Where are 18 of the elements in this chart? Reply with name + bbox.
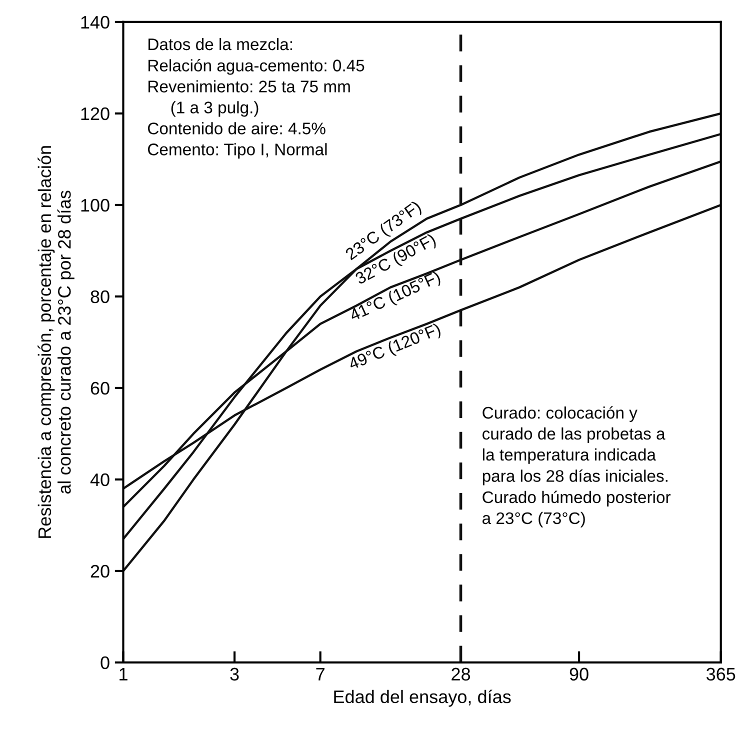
y-tick-label: 80 <box>90 290 110 304</box>
y-tick-label: 60 <box>90 382 110 395</box>
y-tick-label: 120 <box>81 107 110 120</box>
x-axis-title: Edad del ensayo, días <box>334 690 511 707</box>
y-tick-label: 20 <box>90 564 110 578</box>
y-axis-title: Resistencia a compresión, porcentaje en relación al concreto curado a 23°C por 28 días <box>38 146 74 538</box>
x-tick-label: 1 <box>120 668 128 680</box>
y-tick-label: 0 <box>100 656 110 670</box>
x-tick-label: 90 <box>570 668 588 681</box>
annotation: Datos de la mezcla: Relación agua-cemento: 0.45 Revenimiento: 25 ta 75 mm (1 a 3 pulg.) Contenido de aire: 4.5% Cemento: Tipo I, Normal <box>148 38 364 159</box>
x-tick-label: 365 <box>706 668 736 681</box>
x-tick-label: 28 <box>452 668 470 681</box>
x-tick-label: 7 <box>316 668 324 680</box>
x-tick-label: 3 <box>230 668 239 681</box>
y-tick-label: 40 <box>90 473 110 486</box>
y-tick-label: 100 <box>81 198 110 212</box>
annotation: Curado: colocación y curado de las probetas a la temperatura indicada para los 28 días iniciales. Curado húmedo posterior a 23°C (73°C) <box>482 406 671 528</box>
y-tick-label: 140 <box>81 16 110 29</box>
